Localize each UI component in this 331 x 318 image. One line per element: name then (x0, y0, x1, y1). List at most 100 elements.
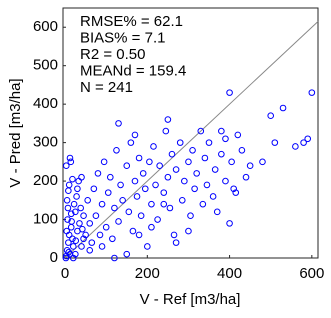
point (66, 154, 74, 162)
point (111, 254, 118, 262)
point (131, 131, 139, 139)
point (123, 162, 131, 169)
point (222, 135, 229, 143)
point (115, 218, 122, 225)
point (181, 177, 188, 185)
point (230, 185, 237, 193)
point (292, 143, 299, 150)
point (72, 237, 80, 244)
point (123, 250, 131, 258)
annotation: MEANd = 159.4 (80, 62, 186, 79)
point (135, 231, 143, 239)
point (193, 170, 200, 177)
point (211, 166, 219, 173)
y-tick-label: 100 (33, 211, 58, 228)
annotation: RMSE% = 62.1 (80, 13, 183, 30)
point (213, 208, 221, 216)
point (104, 189, 112, 196)
point (156, 162, 163, 169)
x-tick-label: 0 (61, 265, 69, 282)
point (65, 187, 72, 194)
point (62, 254, 70, 262)
point (199, 200, 207, 208)
point (63, 197, 71, 204)
y-tick-label: 400 (33, 95, 58, 112)
x-tick-label: 400 (217, 265, 242, 282)
point (69, 235, 76, 243)
x-axis-label: V - Ref [m3/ha] (140, 291, 241, 308)
point (191, 185, 198, 193)
point (222, 177, 229, 185)
point (300, 139, 307, 146)
point (246, 162, 254, 169)
point (84, 197, 91, 204)
point (201, 154, 209, 162)
point (94, 170, 102, 177)
point (102, 223, 110, 231)
point (162, 127, 170, 135)
point (205, 139, 213, 146)
y-tick-label: 0 (50, 249, 58, 266)
point (152, 181, 159, 189)
x-tick-label: 600 (299, 265, 324, 282)
point (160, 200, 168, 208)
point (170, 231, 178, 239)
point (64, 204, 72, 212)
point (96, 231, 104, 239)
point (228, 158, 235, 166)
point (113, 147, 120, 154)
point (238, 147, 246, 154)
annotation: R2 = 0.50 (80, 46, 145, 63)
point (100, 158, 108, 166)
y-tick-label: 600 (33, 18, 58, 35)
point (176, 139, 184, 146)
point (218, 150, 225, 158)
point (178, 197, 186, 204)
point (133, 193, 141, 200)
point (86, 220, 94, 227)
point (185, 227, 192, 235)
point (65, 248, 73, 256)
point (172, 166, 180, 173)
point (279, 104, 287, 112)
point (62, 162, 70, 169)
point (242, 173, 250, 181)
point (80, 212, 87, 219)
point (203, 181, 211, 189)
point (234, 131, 242, 139)
point (92, 212, 100, 219)
point (82, 231, 89, 239)
point (69, 175, 76, 183)
point (78, 173, 85, 181)
point (69, 254, 77, 262)
point (164, 173, 172, 181)
point (148, 223, 155, 231)
y-tick-label: 200 (33, 172, 58, 189)
point (67, 158, 75, 166)
point (69, 243, 77, 250)
point (73, 193, 80, 200)
point (98, 200, 106, 208)
point (74, 185, 81, 193)
point (127, 139, 135, 146)
point (308, 89, 316, 96)
point (209, 193, 217, 200)
point (68, 218, 75, 225)
y-axis-label: V - Pred [m3/ha] (7, 78, 24, 187)
y-tick-label: 500 (33, 57, 58, 74)
point (141, 185, 149, 193)
point (164, 116, 172, 123)
annotation: BIAS% = 7.1 (80, 29, 165, 46)
x-tick-label: 200 (135, 265, 160, 282)
annotation: N = 241 (80, 79, 133, 96)
point (76, 220, 83, 227)
point (148, 200, 155, 208)
point (67, 210, 75, 218)
point (63, 227, 71, 235)
point (115, 120, 122, 127)
point (144, 243, 151, 250)
point (119, 197, 126, 204)
point (131, 177, 139, 185)
point (259, 158, 266, 166)
point (197, 127, 205, 135)
